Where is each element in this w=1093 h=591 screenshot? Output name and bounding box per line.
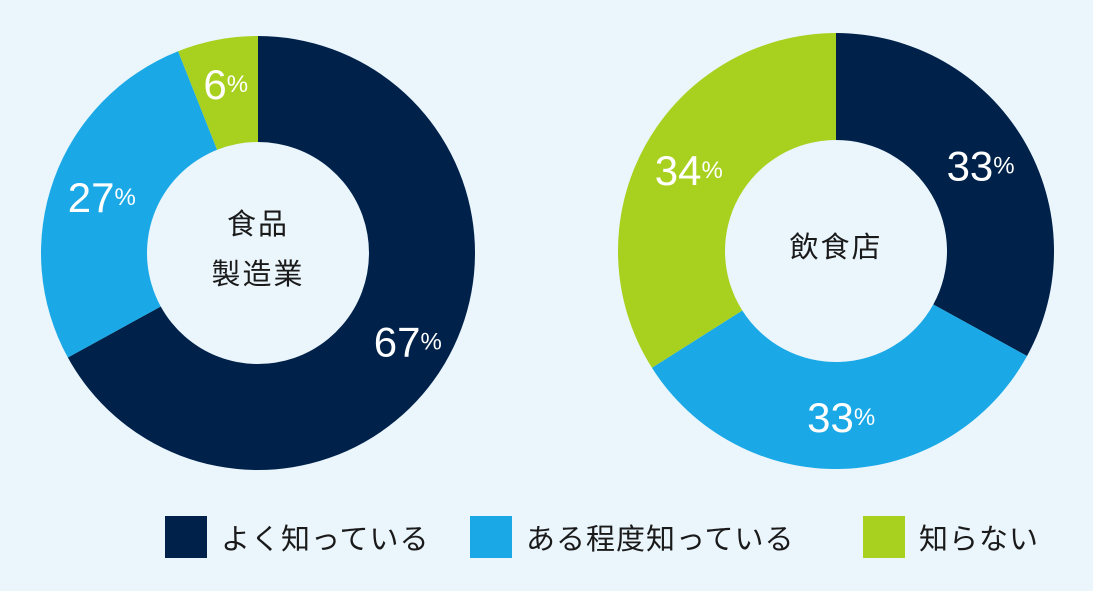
- slice-value: 34: [655, 147, 702, 194]
- chart-center-title: 飲食店: [789, 230, 882, 264]
- donut-slice-unknown: [178, 36, 258, 150]
- legend-label-well-known: よく知っている: [221, 522, 430, 556]
- legend-swatch-well-known: [165, 516, 207, 558]
- legend-label-unknown: 知らない: [919, 522, 1040, 556]
- legend: よく知っている ある程度知っている 知らない: [0, 512, 1093, 562]
- slice-label-unknown: 6%: [203, 61, 248, 108]
- slice-label-well-known: 67%: [374, 318, 442, 365]
- donut-slice-somewhat-known: [651, 304, 1028, 470]
- slice-unit: %: [701, 157, 722, 184]
- slice-unit: %: [227, 71, 248, 98]
- legend-label-somewhat-known: ある程度知っている: [526, 522, 795, 556]
- slice-value: 33: [947, 142, 994, 189]
- slice-label-unknown: 34%: [655, 147, 723, 194]
- legend-item-somewhat-known: ある程度知っている: [470, 512, 795, 562]
- chart-center-title: 食品: [227, 207, 289, 241]
- slice-unit: %: [993, 152, 1014, 179]
- legend-swatch-unknown: [863, 516, 905, 558]
- slice-value: 67: [374, 318, 421, 365]
- slice-label-well-known: 33%: [947, 142, 1015, 189]
- slice-label-somewhat-known: 33%: [807, 393, 875, 440]
- slice-unit: %: [115, 183, 136, 210]
- slice-unit: %: [854, 403, 875, 430]
- legend-swatch-somewhat-known: [470, 516, 512, 558]
- donut-slice-somewhat-known: [40, 51, 218, 358]
- donut-slice-well-known: [67, 36, 475, 470]
- slice-value: 6: [203, 61, 226, 108]
- chart-center-title: 製造業: [211, 257, 304, 291]
- legend-item-well-known: よく知っている: [165, 512, 430, 562]
- legend-item-unknown: 知らない: [863, 512, 1039, 562]
- slice-value: 27: [68, 173, 115, 220]
- slice-unit: %: [420, 328, 441, 355]
- donut-slice-well-known: [836, 33, 1055, 357]
- slice-label-somewhat-known: 27%: [68, 173, 136, 220]
- slice-value: 33: [807, 393, 854, 440]
- donut-chart-restaurants: 33%33%34%飲食店: [618, 33, 1055, 470]
- donut-slice-unknown: [618, 33, 836, 368]
